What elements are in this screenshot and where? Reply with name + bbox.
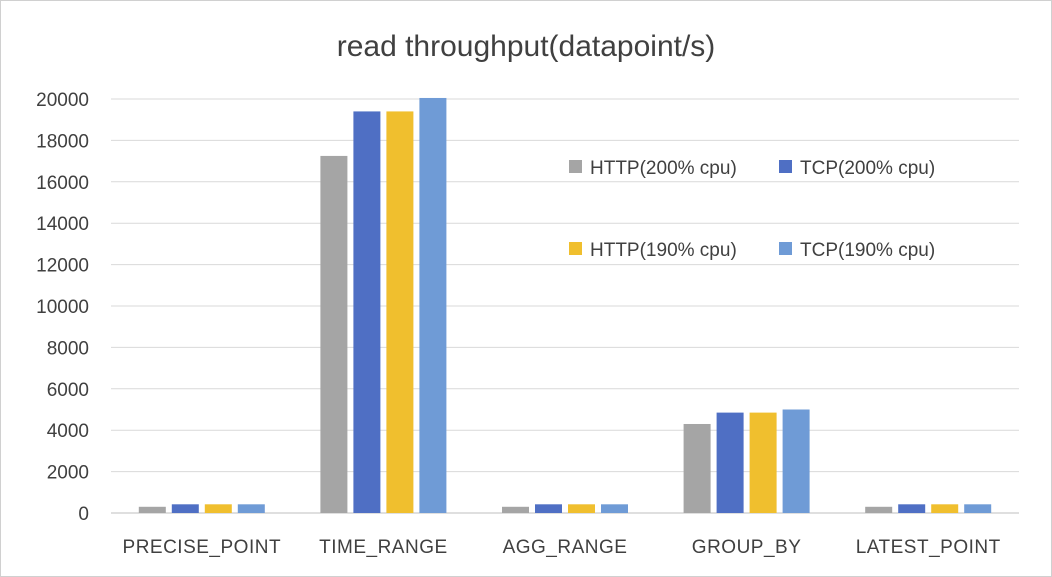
bars	[138, 97, 992, 514]
category-labels: PRECISE_POINT TIME_RANGE AGG_RANGE GROUP_BY…	[123, 537, 1001, 558]
y-tick-labels: 0 2000 4000 6000 8000 10000 12000 14000 16000 180…	[36, 90, 89, 525]
legend-label: TCP(190% cpu)	[800, 240, 935, 261]
category-label: LATEST_POINT	[856, 537, 1001, 558]
y-tick-label: 8000	[47, 338, 89, 359]
legend-label: TCP(200% cpu)	[800, 158, 935, 179]
y-tick-label: 6000	[47, 380, 89, 401]
bar	[931, 504, 959, 513]
bar	[865, 506, 893, 513]
y-tick-label: 18000	[36, 131, 89, 152]
bar	[320, 155, 348, 514]
legend-label: HTTP(190% cpu)	[590, 240, 737, 261]
legend-swatch	[569, 242, 582, 255]
bar	[237, 504, 265, 513]
y-tick-label: 4000	[47, 421, 89, 442]
y-tick-label: 16000	[36, 173, 89, 194]
legend-swatch	[569, 160, 582, 173]
category-label: GROUP_BY	[692, 537, 802, 558]
bar	[898, 504, 926, 513]
legend-swatch	[779, 242, 792, 255]
y-tick-label: 12000	[36, 256, 89, 277]
y-tick-label: 20000	[36, 90, 89, 111]
bar	[782, 409, 810, 513]
y-tick-label: 14000	[36, 214, 89, 235]
bar	[568, 504, 595, 513]
bar	[419, 97, 447, 513]
bar	[138, 506, 166, 513]
legend-swatch	[779, 160, 792, 173]
grid-layer	[111, 98, 1019, 514]
bar	[683, 423, 711, 513]
y-tick-label: 2000	[47, 463, 89, 484]
y-tick-label: 0	[78, 504, 89, 525]
bar	[386, 111, 414, 514]
legend-label: HTTP(200% cpu)	[590, 158, 737, 179]
bar	[749, 412, 777, 513]
bar	[964, 504, 992, 513]
bar	[535, 504, 562, 513]
bar	[204, 504, 232, 513]
bar	[353, 111, 381, 514]
category-label: PRECISE_POINT	[123, 537, 282, 558]
category-label: AGG_RANGE	[503, 537, 628, 558]
y-tick-label: 10000	[36, 297, 89, 318]
bar	[171, 504, 199, 513]
chart-title: read throughput(datapoint/s)	[337, 30, 716, 63]
bar	[502, 506, 529, 513]
category-label: TIME_RANGE	[319, 537, 448, 558]
bar	[601, 504, 628, 513]
bar	[716, 412, 744, 513]
legend: HTTP(200% cpu) TCP(200% cpu) HTTP(190% cpu…	[569, 158, 935, 261]
